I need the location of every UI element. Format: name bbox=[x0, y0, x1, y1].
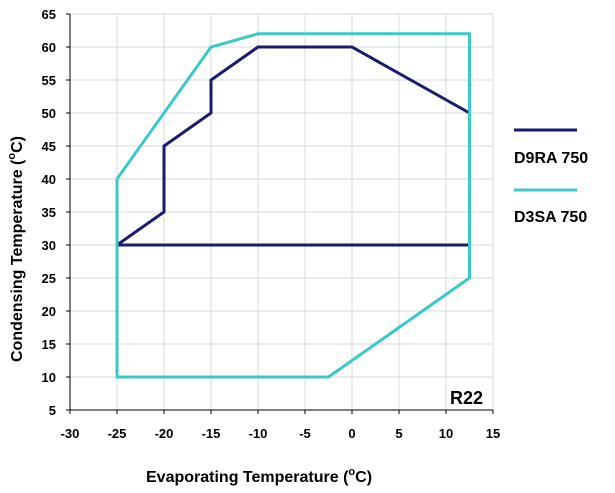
x-tick-label: -30 bbox=[61, 426, 80, 441]
axes bbox=[66, 13, 494, 414]
legend: D9RA 750 D3SA 750 bbox=[514, 128, 588, 226]
y-tick-label: 25 bbox=[42, 271, 56, 286]
legend-label-d3sa: D3SA 750 bbox=[514, 209, 587, 226]
x-axis-title-unit: C) bbox=[355, 469, 372, 486]
series-lines bbox=[115, 32, 471, 379]
y-tick-label: 40 bbox=[42, 172, 56, 187]
x-tick-label: -10 bbox=[249, 426, 268, 441]
x-tick-label: 15 bbox=[486, 426, 500, 441]
x-tick-label: -5 bbox=[299, 426, 311, 441]
y-axis-title-unit: C) bbox=[9, 136, 26, 153]
x-tick-label: 5 bbox=[395, 426, 402, 441]
y-axis-title-degree: o bbox=[6, 153, 18, 160]
y-axis-title: Condensing Temperature (oC) bbox=[6, 136, 26, 362]
y-tick-label: 45 bbox=[42, 139, 56, 154]
x-tick-label: -25 bbox=[108, 426, 127, 441]
x-tick-label: -20 bbox=[155, 426, 174, 441]
annotation-r22: R22 bbox=[450, 388, 483, 408]
x-axis-title-degree: o bbox=[348, 466, 355, 478]
y-tick-label: 60 bbox=[42, 40, 56, 55]
x-tick-label: 10 bbox=[439, 426, 453, 441]
x-tick-label: -15 bbox=[202, 426, 221, 441]
x-axis-title: Evaporating Temperature (oC) bbox=[146, 466, 372, 486]
x-tick-label: 0 bbox=[348, 426, 355, 441]
y-tick-label: 50 bbox=[42, 106, 56, 121]
y-tick-label: 30 bbox=[42, 238, 56, 253]
y-tick-label: 35 bbox=[42, 205, 56, 220]
y-tick-label: 5 bbox=[49, 403, 56, 418]
x-axis-title-main: Evaporating Temperature ( bbox=[146, 469, 349, 486]
y-tick-label: 65 bbox=[42, 7, 56, 22]
y-tick-label: 55 bbox=[42, 73, 56, 88]
tick-labels: -30 -25 -20 -15 -10 -5 0 5 10 15 5 10 15 20 25 30 35 40 45… bbox=[42, 7, 501, 441]
series-line-d3sa-750 bbox=[115, 32, 471, 379]
y-tick-label: 10 bbox=[42, 370, 56, 385]
legend-label-d9ra: D9RA 750 bbox=[514, 150, 588, 167]
y-tick-label: 20 bbox=[42, 304, 56, 319]
y-axis-title-main: Condensing Temperature ( bbox=[9, 159, 26, 362]
y-tick-label: 15 bbox=[42, 337, 56, 352]
